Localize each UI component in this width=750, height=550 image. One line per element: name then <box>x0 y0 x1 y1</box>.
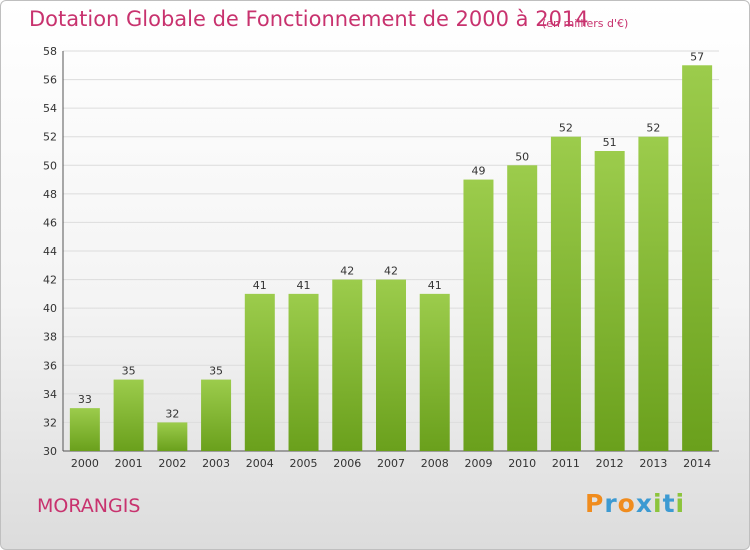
bar <box>682 65 713 452</box>
bar <box>507 165 538 452</box>
bar <box>550 136 581 451</box>
x-tick-label: 2005 <box>290 457 318 470</box>
y-tick-label: 36 <box>43 359 57 372</box>
bar <box>157 422 188 451</box>
x-tick-label: 2000 <box>71 457 99 470</box>
data-label: 35 <box>122 365 136 378</box>
y-tick-label: 42 <box>43 274 57 287</box>
data-label: 50 <box>515 150 529 163</box>
bar <box>288 293 319 451</box>
chart-unit-subtitle: (en milliers d'€) <box>542 17 629 30</box>
bar <box>201 379 232 451</box>
data-label: 42 <box>340 265 354 278</box>
x-tick-label: 2003 <box>202 457 230 470</box>
data-label: 52 <box>559 122 573 135</box>
y-tick-label: 50 <box>43 159 57 172</box>
x-tick-label: 2011 <box>552 457 580 470</box>
x-tick-label: 2007 <box>377 457 405 470</box>
bar <box>69 408 100 451</box>
data-label: 57 <box>690 50 704 63</box>
data-label: 52 <box>646 122 660 135</box>
bar <box>419 293 450 451</box>
bar <box>463 179 494 452</box>
data-label: 41 <box>297 279 311 292</box>
data-label: 49 <box>471 165 485 178</box>
y-tick-label: 48 <box>43 188 57 201</box>
data-label: 42 <box>384 265 398 278</box>
x-tick-label: 2008 <box>421 457 449 470</box>
bar <box>113 379 144 451</box>
bar <box>332 279 363 451</box>
x-tick-label: 2012 <box>596 457 624 470</box>
x-tick-label: 2014 <box>683 457 711 470</box>
y-tick-label: 32 <box>43 416 57 429</box>
bar <box>244 293 275 451</box>
bar <box>376 279 406 451</box>
x-tick-label: 2010 <box>508 457 536 470</box>
y-tick-label: 40 <box>43 302 57 315</box>
y-tick-label: 58 <box>43 45 57 58</box>
x-tick-label: 2009 <box>464 457 492 470</box>
x-tick-label: 2006 <box>333 457 361 470</box>
x-tick-label: 2001 <box>115 457 143 470</box>
data-label: 32 <box>165 407 179 420</box>
data-label: 41 <box>428 279 442 292</box>
y-tick-label: 38 <box>43 331 57 344</box>
y-tick-label: 46 <box>43 216 57 229</box>
data-label: 35 <box>209 365 223 378</box>
place-name: MORANGIS <box>37 495 141 517</box>
y-tick-label: 54 <box>43 102 57 115</box>
x-tick-label: 2013 <box>639 457 667 470</box>
y-tick-label: 34 <box>43 388 57 401</box>
y-tick-label: 30 <box>43 445 57 458</box>
chart-title: Dotation Globale de Fonctionnement de 20… <box>29 7 589 31</box>
data-label: 41 <box>253 279 267 292</box>
y-tick-label: 44 <box>43 245 57 258</box>
x-tick-label: 2002 <box>158 457 186 470</box>
data-label: 51 <box>603 136 617 149</box>
bar <box>594 151 625 451</box>
y-tick-label: 52 <box>43 131 57 144</box>
bar <box>638 136 669 451</box>
data-label: 33 <box>78 393 92 406</box>
y-tick-label: 56 <box>43 74 57 87</box>
x-tick-label: 2004 <box>246 457 274 470</box>
proxiti-logo: Proxiti <box>585 489 686 518</box>
